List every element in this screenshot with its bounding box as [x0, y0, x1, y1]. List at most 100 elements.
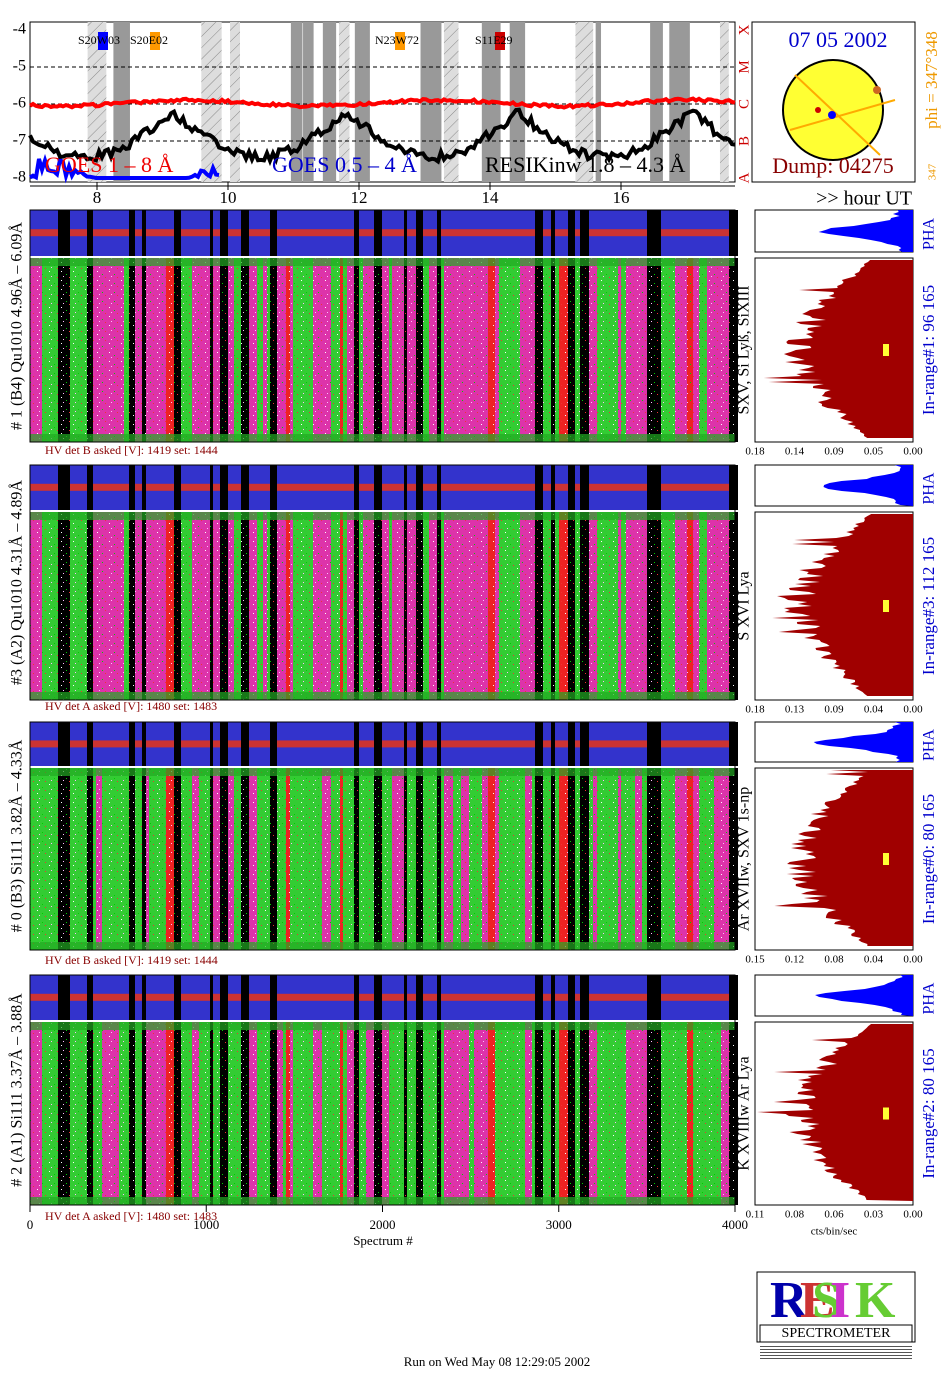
gap-column [224, 465, 228, 510]
gap-band [303, 22, 314, 182]
sun-axis [789, 99, 896, 131]
footer: Run on Wed May 08 12:29:05 2002 [404, 1354, 591, 1369]
hist-tick-label: 0.00 [903, 446, 923, 458]
hour-tick-label: 8 [93, 188, 102, 207]
gap-column [551, 465, 555, 510]
gap-column [224, 210, 228, 256]
gap-column [210, 975, 213, 1020]
gap-column [647, 722, 655, 766]
in-range-label: In-range#2: 80 165 [919, 1048, 938, 1178]
pha-band [30, 740, 735, 748]
gap-column [220, 722, 224, 766]
hist-tick-label: 0.09 [824, 446, 844, 458]
gap-column [374, 465, 382, 510]
gap-column [58, 722, 64, 766]
gap-column [64, 722, 70, 766]
gap-column [437, 210, 441, 256]
edge-band [30, 1197, 735, 1205]
gap-column [132, 465, 135, 510]
pha-label: PHA [921, 218, 938, 250]
sun-axis [794, 74, 881, 156]
hist-tick-label: 0.08 [785, 1209, 805, 1221]
gap-column [241, 722, 249, 766]
gap-column [174, 210, 181, 256]
logo-fineprint [760, 1346, 912, 1347]
gap-column [647, 465, 655, 510]
gap-column [568, 465, 575, 510]
gap-column [655, 722, 661, 766]
gap-column [224, 975, 228, 1020]
hist-tick-label: 0.12 [785, 954, 804, 966]
pha-label: PHA [921, 472, 938, 504]
gap-column [374, 722, 382, 766]
region-marker [495, 32, 505, 50]
region-marker [98, 32, 108, 50]
logo-fineprint [760, 1358, 912, 1359]
gap-band [509, 22, 526, 182]
flare-class: B [736, 136, 752, 146]
pha-hist [813, 722, 913, 762]
gap-column [404, 722, 407, 766]
gap-column [270, 465, 277, 510]
gap-column [241, 975, 249, 1020]
gap-column [580, 722, 589, 766]
hist-tick-label: 0.00 [903, 954, 923, 966]
panel-label: # 0 (B3) Si111 3.82Å – 4.33Å [8, 739, 26, 932]
logo-fineprint [760, 1355, 912, 1356]
marker [883, 853, 889, 865]
gap-column [551, 210, 555, 256]
gap-band [669, 22, 690, 182]
gap-column [87, 210, 93, 256]
flare-class: A [736, 172, 752, 183]
logo-letter: I [830, 1272, 850, 1329]
gap-band [87, 22, 107, 182]
line-names: Ar XVIIw, SXV 1s-np [736, 787, 753, 931]
gap-column [220, 465, 224, 510]
line-names: K XVIIIw Ar Lya [736, 1056, 753, 1170]
hv-label: HV det B asked [V]: 1419 set: 1444 [45, 443, 218, 457]
flare-class: X [736, 24, 752, 35]
logo-letter: K [855, 1272, 896, 1329]
gap-column [129, 465, 132, 510]
gap-column [437, 722, 441, 766]
phi-small: 347 [927, 163, 939, 180]
spectrum-axis-label: Spectrum # [353, 1233, 413, 1248]
gap-band [322, 22, 337, 182]
gap-column [551, 975, 555, 1020]
spectrum-frame [29, 721, 736, 951]
gap-column [270, 975, 277, 1020]
gap-column [64, 465, 70, 510]
gap-column [416, 465, 423, 510]
region-marker [395, 32, 405, 50]
hist-tick-label: 0.00 [903, 1209, 923, 1221]
region-label: S20E02 [130, 33, 168, 47]
edge-band [30, 692, 735, 700]
gap-column [142, 722, 146, 766]
count-hist [774, 770, 913, 946]
gap-column [132, 210, 135, 256]
logo-band [759, 1324, 913, 1343]
logo-letter: E [800, 1272, 835, 1329]
logo-letter: R [770, 1272, 809, 1329]
gap-column [568, 975, 575, 1020]
gap-column [647, 210, 655, 256]
gap-column [354, 465, 359, 510]
gap-column [404, 465, 407, 510]
gap-column [210, 722, 213, 766]
hist-tick-label: 0.05 [864, 446, 884, 458]
flare-class: M [736, 60, 752, 73]
gap-column [58, 975, 64, 1020]
gap-column [647, 975, 655, 1020]
count-hist [772, 514, 913, 696]
gap-column [416, 722, 423, 766]
gap-band [290, 22, 303, 182]
gap-column [58, 465, 64, 510]
y-tick-label: -6 [13, 95, 26, 112]
hv-label: HV det B asked [V]: 1419 set: 1444 [45, 953, 218, 967]
gap-column [241, 465, 249, 510]
gap-column [87, 465, 93, 510]
gap-column [580, 975, 589, 1020]
edge-band [30, 1022, 735, 1030]
gap-column [87, 722, 93, 766]
region-marker [150, 32, 160, 50]
